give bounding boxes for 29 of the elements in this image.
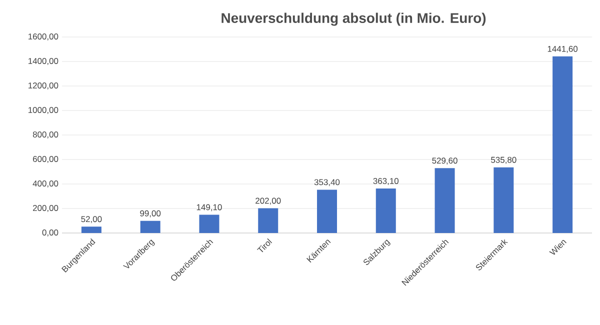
- data-label: 99,00: [140, 210, 161, 218]
- bar: [317, 190, 338, 233]
- data-label: 353,40: [314, 179, 340, 186]
- y-tick-label: 200,00: [33, 205, 58, 212]
- bar: [199, 214, 220, 233]
- data-label: 149,10: [196, 204, 222, 212]
- y-tick-label: 1400,00: [28, 58, 58, 65]
- chart-title: Neuverschuldung absolut (in Mio. Euro): [222, 12, 486, 26]
- y-tick-label: 400,00: [32, 180, 58, 188]
- bar: [494, 167, 514, 233]
- data-label: 363,10: [373, 178, 399, 185]
- y-tick-label: 800,00: [32, 132, 58, 138]
- x-tick-label: Tirol: [257, 238, 272, 252]
- y-tick-label: 1200,00: [28, 82, 58, 90]
- data-label: 52,00: [81, 216, 102, 224]
- y-tick-label: 0,00: [42, 230, 58, 236]
- data-label: 1441,60: [548, 46, 578, 53]
- bar: [140, 220, 160, 233]
- data-label: 535,80: [491, 156, 516, 164]
- bar: [552, 56, 573, 233]
- bar: [376, 188, 396, 233]
- bar: [258, 208, 278, 233]
- bar: [81, 226, 102, 233]
- y-tick-label: 600,00: [33, 156, 58, 163]
- y-tick-label: 1600,00: [28, 34, 58, 40]
- data-label: 202,00: [256, 198, 281, 205]
- y-tick-label: 1000,00: [28, 107, 58, 114]
- bar: [434, 168, 455, 233]
- data-label: 529,60: [432, 158, 458, 165]
